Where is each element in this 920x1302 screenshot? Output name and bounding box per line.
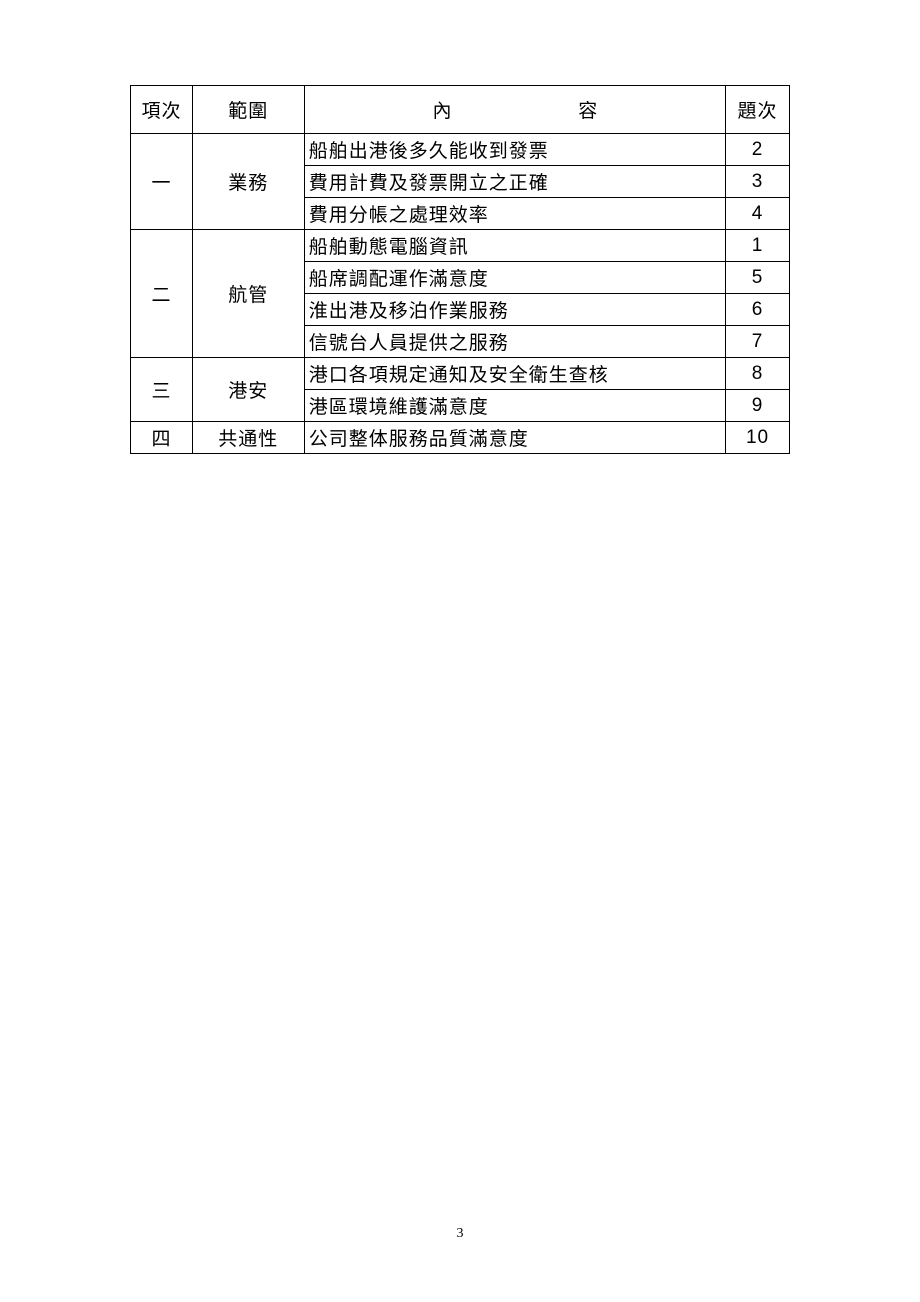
table-row: 二 航管 船舶動態電腦資訊 1 (131, 230, 790, 262)
table-row: 四 共通性 公司整体服務品質滿意度 10 (131, 422, 790, 454)
cell-qnum: 10 (726, 422, 790, 454)
cell-scope: 業務 (192, 134, 304, 230)
document-page: 項次 範圍 內 容 題次 一 業務 船舶出港後多久能收到發票 2 費用計費及發票… (0, 0, 920, 454)
cell-content: 公司整体服務品質滿意度 (304, 422, 725, 454)
cell-content: 費用分帳之處理效率 (304, 198, 725, 230)
cell-content: 船舶出港後多久能收到發票 (304, 134, 725, 166)
cell-content: 船席調配運作滿意度 (304, 262, 725, 294)
cell-item-num: 一 (131, 134, 193, 230)
cell-content: 船舶動態電腦資訊 (304, 230, 725, 262)
cell-scope: 航管 (192, 230, 304, 358)
cell-qnum: 1 (726, 230, 790, 262)
cell-qnum: 4 (726, 198, 790, 230)
cell-qnum: 9 (726, 390, 790, 422)
cell-item-num: 四 (131, 422, 193, 454)
cell-item-num: 三 (131, 358, 193, 422)
table-row: 三 港安 港口各項規定通知及安全衛生查核 8 (131, 358, 790, 390)
page-number: 3 (0, 1226, 920, 1242)
cell-qnum: 8 (726, 358, 790, 390)
cell-qnum: 5 (726, 262, 790, 294)
header-question-num: 題次 (726, 86, 790, 134)
content-table: 項次 範圍 內 容 題次 一 業務 船舶出港後多久能收到發票 2 費用計費及發票… (130, 85, 790, 454)
header-scope: 範圍 (192, 86, 304, 134)
header-item-num: 項次 (131, 86, 193, 134)
cell-scope: 共通性 (192, 422, 304, 454)
cell-item-num: 二 (131, 230, 193, 358)
cell-content: 淮出港及移泊作業服務 (304, 294, 725, 326)
cell-content: 港區環境維護滿意度 (304, 390, 725, 422)
cell-qnum: 3 (726, 166, 790, 198)
cell-content: 港口各項規定通知及安全衛生查核 (304, 358, 725, 390)
table-header-row: 項次 範圍 內 容 題次 (131, 86, 790, 134)
cell-content: 信號台人員提供之服務 (304, 326, 725, 358)
header-content: 內 容 (304, 86, 725, 134)
cell-qnum: 7 (726, 326, 790, 358)
header-content-right: 容 (578, 96, 597, 123)
cell-content: 費用計費及發票開立之正確 (304, 166, 725, 198)
cell-scope: 港安 (192, 358, 304, 422)
cell-qnum: 6 (726, 294, 790, 326)
header-content-left: 內 (433, 96, 452, 123)
cell-qnum: 2 (726, 134, 790, 166)
table-row: 一 業務 船舶出港後多久能收到發票 2 (131, 134, 790, 166)
